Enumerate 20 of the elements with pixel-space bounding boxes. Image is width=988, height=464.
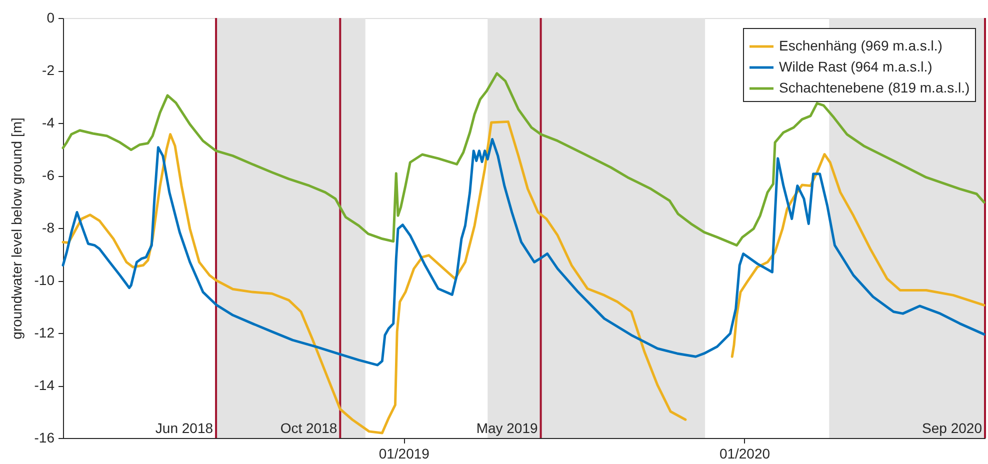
- ref-line-label: Jun 2018: [155, 420, 214, 436]
- y-tick-label: -8: [42, 220, 55, 236]
- y-axis-title: groundwater level below ground [m]: [8, 118, 24, 340]
- line-series: [62, 138, 986, 366]
- legend-label: Eschenhäng (969 m.a.s.l.): [779, 38, 942, 54]
- ref-line-label: Oct 2018: [280, 420, 338, 436]
- x-tick-label: 01/2019: [378, 446, 430, 462]
- y-tick-label: -10: [34, 272, 55, 288]
- x-tick-label: 01/2020: [719, 446, 770, 462]
- ref-line-label: Sep 2020: [922, 420, 982, 436]
- y-tick-label: -14: [34, 377, 55, 393]
- y-tick-label: -16: [34, 430, 55, 446]
- y-tick-label: -4: [42, 114, 55, 130]
- legend-label: Wilde Rast (964 m.a.s.l.): [779, 58, 932, 74]
- y-tick-label: -2: [42, 62, 55, 78]
- y-tick-label: -12: [34, 324, 55, 340]
- y-tick-label: -6: [42, 167, 55, 183]
- legend-label: Schachtenebene (819 m.a.s.l.): [779, 80, 970, 96]
- ref-line-label: May 2019: [476, 420, 538, 436]
- y-tick-label: 0: [46, 10, 55, 26]
